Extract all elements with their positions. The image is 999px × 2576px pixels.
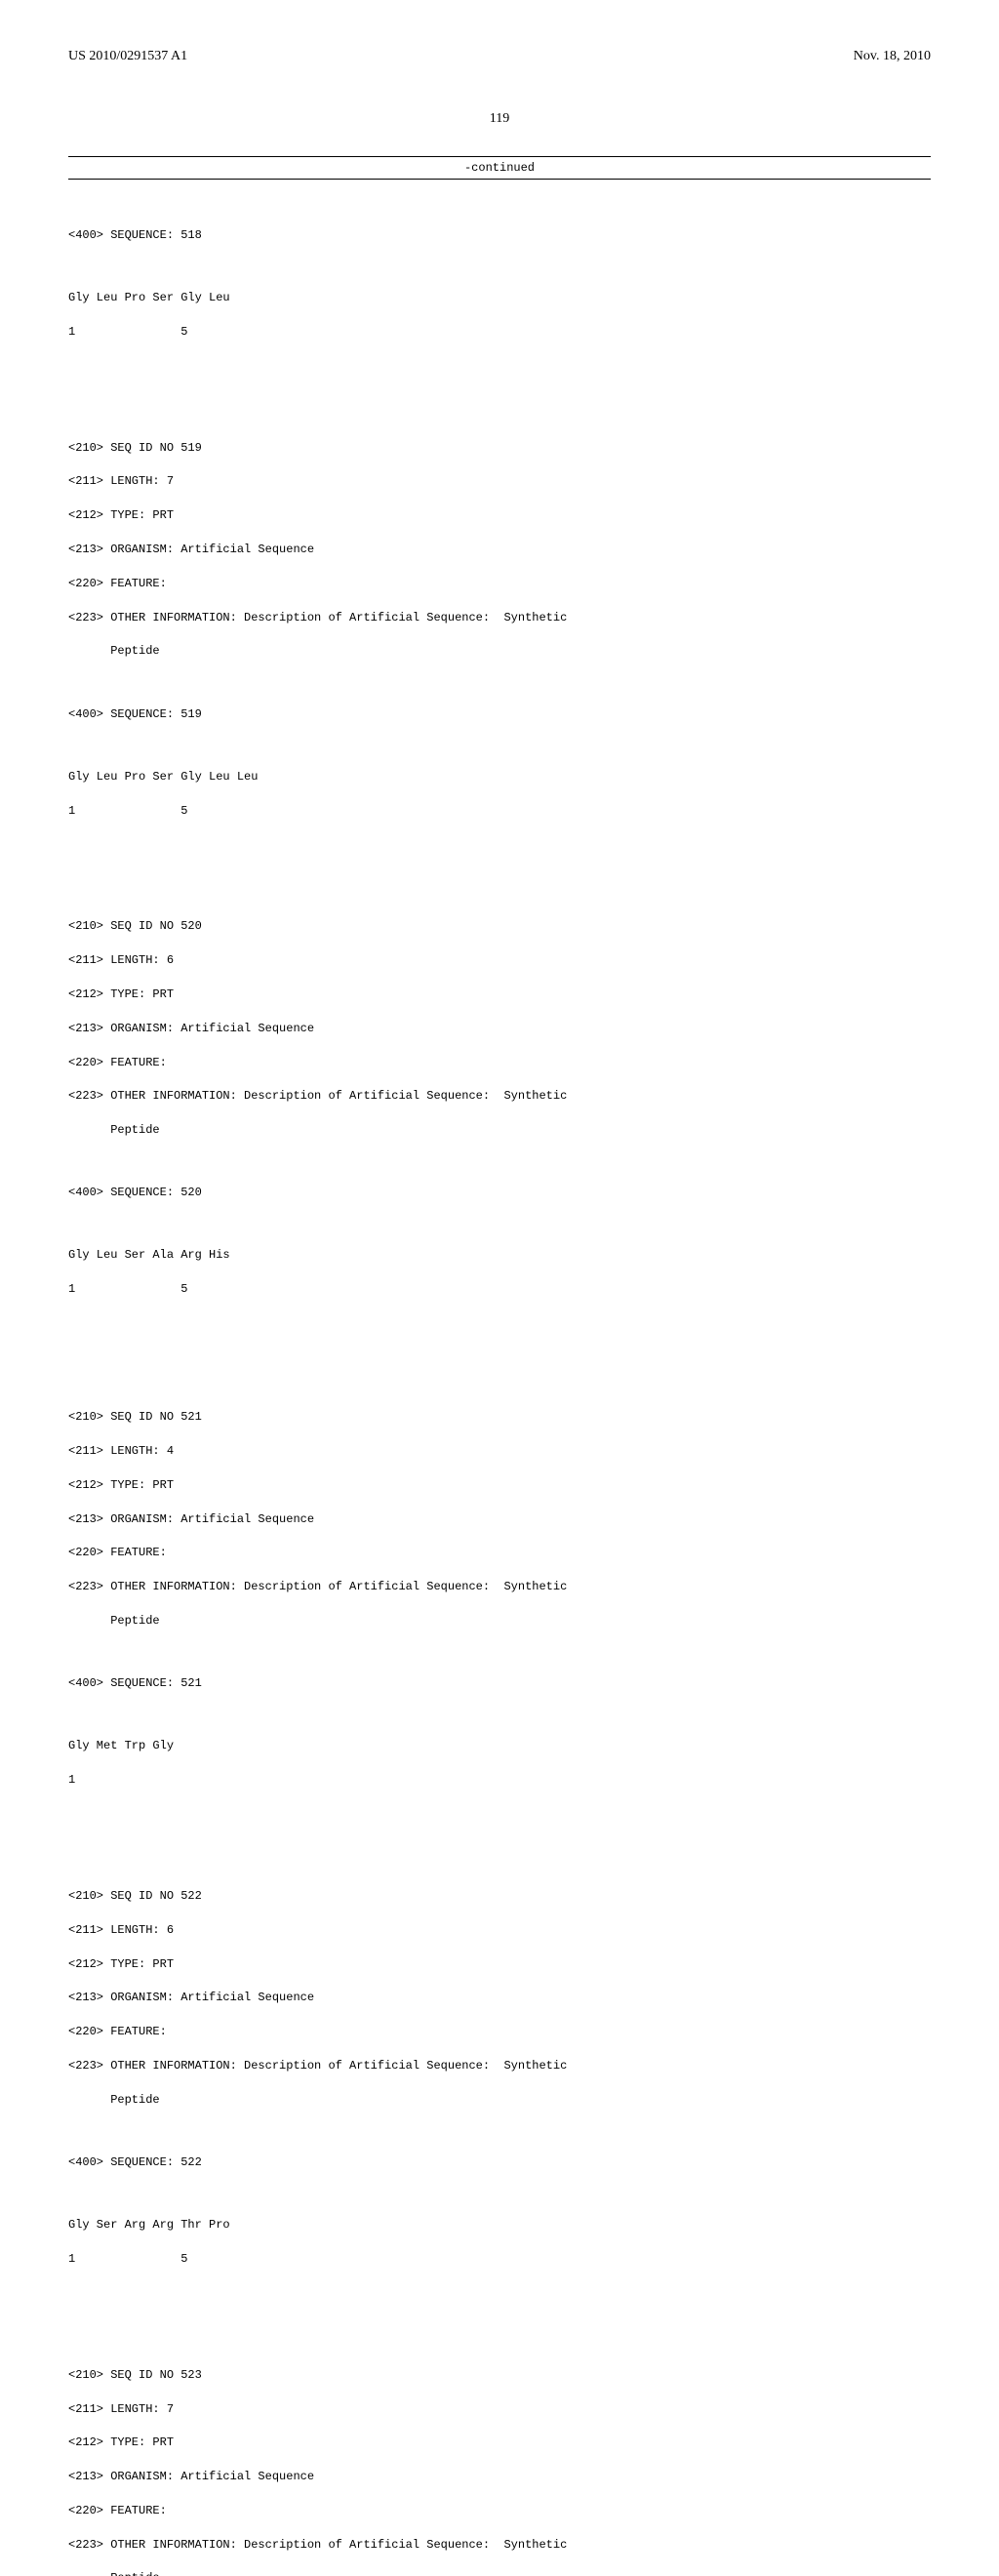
seq-meta-line: <223> OTHER INFORMATION: Description of … <box>68 2058 931 2074</box>
seq-meta-line: <210> SEQ ID NO 522 <box>68 1888 931 1905</box>
continued-label: -continued <box>68 157 931 179</box>
seq-400-line: <400> SEQUENCE: 522 <box>68 2154 931 2171</box>
seq-meta-line: <223> OTHER INFORMATION: Description of … <box>68 610 931 626</box>
seq-meta-line: <212> TYPE: PRT <box>68 507 931 524</box>
seq-residues: Gly Leu Pro Ser Gly Leu <box>68 290 931 306</box>
seq-meta-line: <210> SEQ ID NO 521 <box>68 1409 931 1426</box>
seq-meta-line: <210> SEQ ID NO 519 <box>68 440 931 457</box>
seq-meta-line: <223> OTHER INFORMATION: Description of … <box>68 1579 931 1595</box>
seq-meta-line: <210> SEQ ID NO 523 <box>68 2367 931 2384</box>
seq-meta-line: <223> OTHER INFORMATION: Description of … <box>68 2537 931 2554</box>
seq-400-line: <400> SEQUENCE: 519 <box>68 706 931 723</box>
seq-400-line: <400> SEQUENCE: 520 <box>68 1185 931 1201</box>
seq-meta-line: <220> FEATURE: <box>68 2024 931 2040</box>
seq-meta-line: <210> SEQ ID NO 520 <box>68 918 931 935</box>
sequence-block: <210> SEQ ID NO 522 <211> LENGTH: 6 <212… <box>68 1844 931 2284</box>
seq-meta-line: <212> TYPE: PRT <box>68 986 931 1003</box>
sequence-block: <210> SEQ ID NO 519 <211> LENGTH: 7 <212… <box>68 396 931 836</box>
page-header: US 2010/0291537 A1 Nov. 18, 2010 <box>68 49 931 64</box>
seq-meta-line: <220> FEATURE: <box>68 2503 931 2519</box>
seq-400-line: <400> SEQUENCE: 521 <box>68 1675 931 1692</box>
seq-meta-line: Peptide <box>68 643 931 660</box>
seq-meta-line: <211> LENGTH: 7 <box>68 473 931 490</box>
seq-positions: 1 5 <box>68 324 931 341</box>
divider-bottom <box>68 179 931 180</box>
sequence-listing: <400> SEQUENCE: 518 Gly Leu Pro Ser Gly … <box>68 193 931 2576</box>
seq-meta-line: <211> LENGTH: 4 <box>68 1443 931 1460</box>
seq-meta-line: <213> ORGANISM: Artificial Sequence <box>68 2469 931 2485</box>
seq-residues: Gly Met Trp Gly <box>68 1738 931 1754</box>
publication-date: Nov. 18, 2010 <box>854 49 931 64</box>
sequence-block: <210> SEQ ID NO 521 <211> LENGTH: 4 <212… <box>68 1353 931 1805</box>
seq-meta-line: <213> ORGANISM: Artificial Sequence <box>68 1021 931 1037</box>
seq-meta-line: <220> FEATURE: <box>68 576 931 592</box>
seq-meta-line: Peptide <box>68 1613 931 1630</box>
seq-positions: 1 5 <box>68 2251 931 2268</box>
seq-meta-line: <213> ORGANISM: Artificial Sequence <box>68 1990 931 2006</box>
sequence-block: <400> SEQUENCE: 518 Gly Leu Pro Ser Gly … <box>68 210 931 357</box>
seq-meta-line: <211> LENGTH: 6 <box>68 1922 931 1939</box>
seq-meta-line: <212> TYPE: PRT <box>68 1477 931 1494</box>
sequence-block: <210> SEQ ID NO 520 <211> LENGTH: 6 <212… <box>68 875 931 1315</box>
seq-meta-line: <220> FEATURE: <box>68 1055 931 1071</box>
seq-positions: 1 5 <box>68 1281 931 1298</box>
seq-meta-line: Peptide <box>68 1122 931 1139</box>
seq-meta-line: <211> LENGTH: 7 <box>68 2401 931 2418</box>
seq-meta-line: <223> OTHER INFORMATION: Description of … <box>68 1088 931 1105</box>
seq-meta-line: <212> TYPE: PRT <box>68 1956 931 1973</box>
seq-residues: Gly Leu Ser Ala Arg His <box>68 1247 931 1264</box>
seq-positions: 1 <box>68 1772 931 1789</box>
page-number: 119 <box>68 111 931 127</box>
sequence-block: <210> SEQ ID NO 523 <211> LENGTH: 7 <212… <box>68 2323 931 2576</box>
seq-residues: Gly Ser Arg Arg Thr Pro <box>68 2217 931 2234</box>
seq-meta-line: <212> TYPE: PRT <box>68 2435 931 2451</box>
seq-meta-line: <211> LENGTH: 6 <box>68 952 931 969</box>
publication-id: US 2010/0291537 A1 <box>68 49 187 64</box>
seq-meta-line: <213> ORGANISM: Artificial Sequence <box>68 1511 931 1528</box>
seq-meta-line: <220> FEATURE: <box>68 1545 931 1561</box>
seq-positions: 1 5 <box>68 803 931 820</box>
seq-meta-line: <213> ORGANISM: Artificial Sequence <box>68 542 931 558</box>
seq-meta-line: Peptide <box>68 2092 931 2109</box>
continued-section: -continued <box>68 156 931 180</box>
seq-residues: Gly Leu Pro Ser Gly Leu Leu <box>68 769 931 785</box>
seq-meta-line: Peptide <box>68 2570 931 2576</box>
seq-400-line: <400> SEQUENCE: 518 <box>68 227 931 244</box>
